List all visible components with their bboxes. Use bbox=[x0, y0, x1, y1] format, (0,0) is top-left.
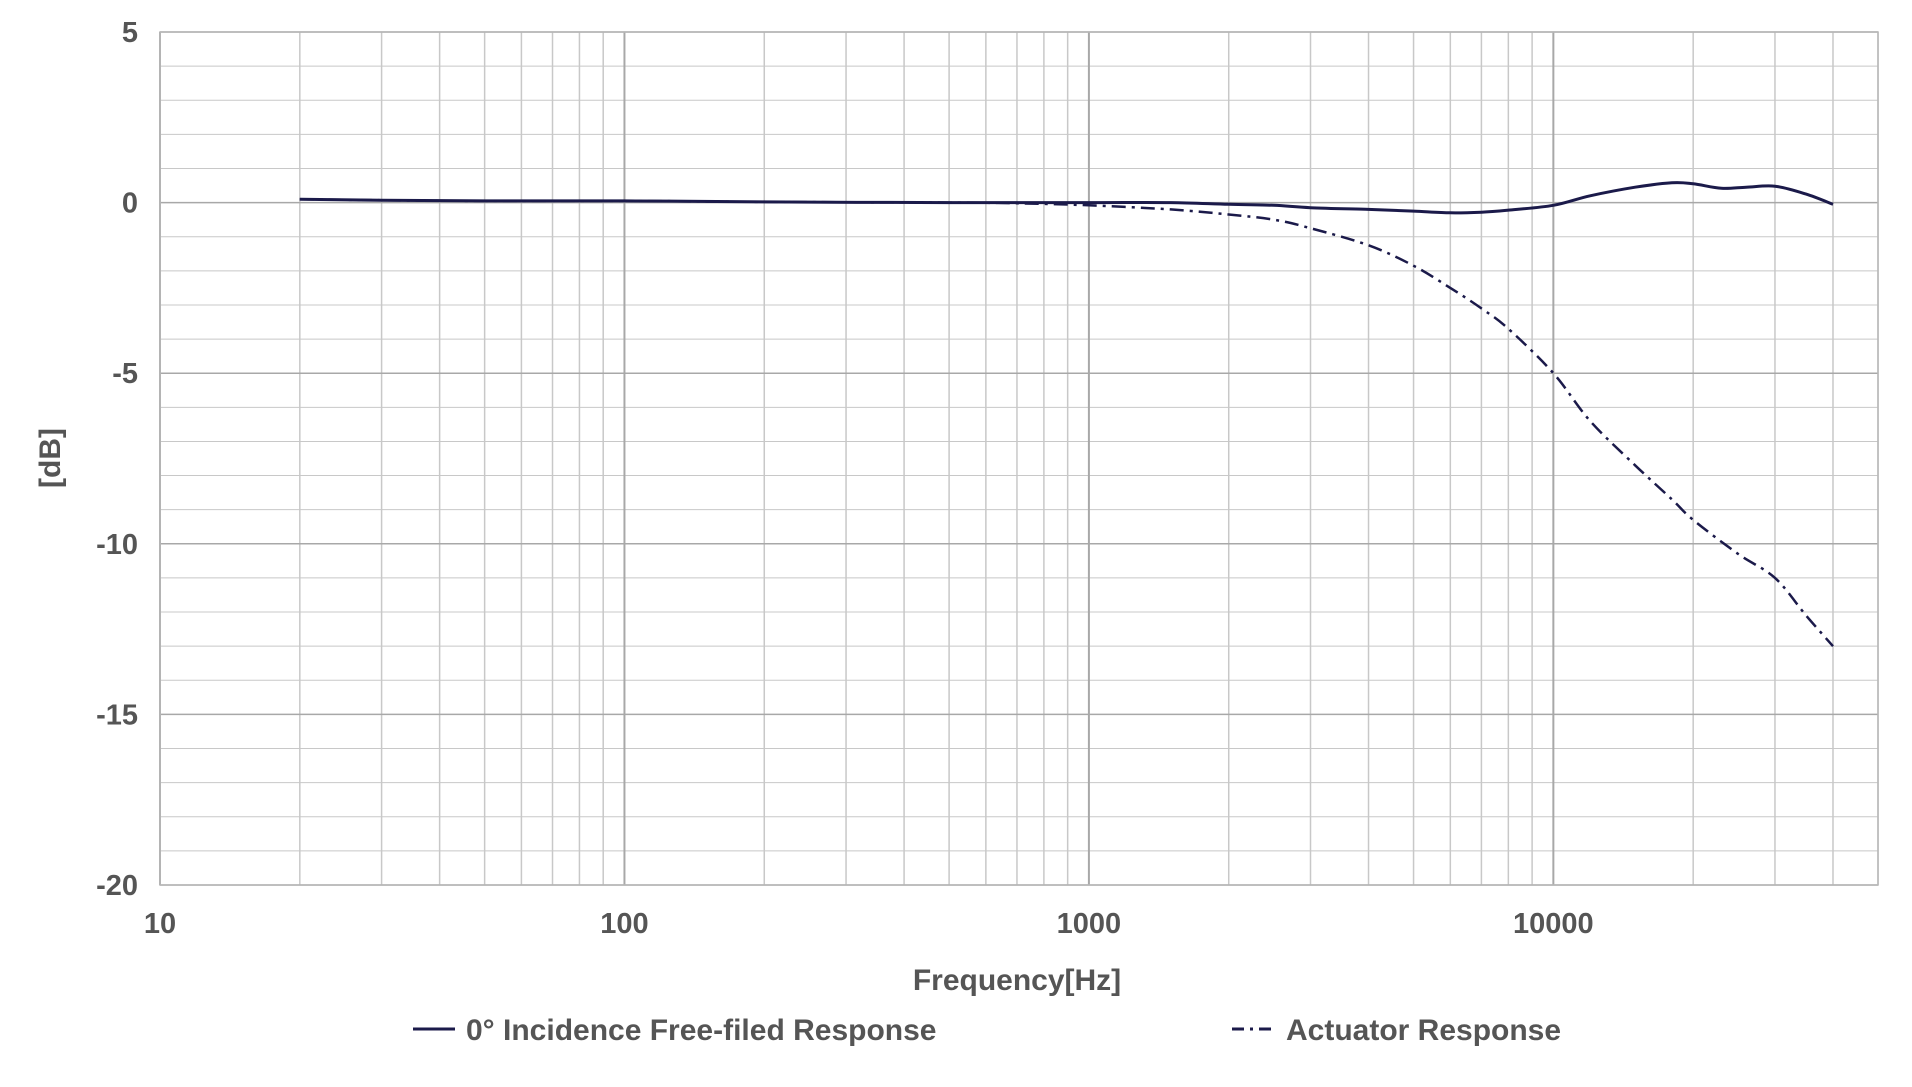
major-gridlines bbox=[159, 31, 1878, 886]
y-tick-label: 0 bbox=[122, 188, 138, 220]
y-tick-label: -10 bbox=[96, 529, 138, 561]
legend-label-free-field: 0° Incidence Free-filed Response bbox=[466, 1014, 936, 1047]
x-tick-label: 100 bbox=[600, 908, 648, 940]
x-axis-title: Frequency[Hz] bbox=[913, 964, 1121, 997]
legend-item-actuator: Actuator Response bbox=[1232, 1014, 1561, 1047]
y-axis-tick-labels: 5 0 -5 -10 -15 -20 bbox=[96, 17, 138, 902]
series-line-free-field bbox=[299, 181, 1834, 215]
x-tick-label: 1000 bbox=[1057, 908, 1122, 940]
legend-label-actuator: Actuator Response bbox=[1286, 1014, 1561, 1047]
series-layer bbox=[299, 181, 1834, 648]
minor-gridlines bbox=[160, 32, 1879, 885]
y-tick-label: -15 bbox=[96, 699, 138, 731]
x-axis-tick-labels: 10 100 1000 10000 bbox=[144, 908, 1594, 940]
legend-item-free-field: 0° Incidence Free-filed Response bbox=[413, 1014, 936, 1047]
series-line-actuator bbox=[299, 197, 1834, 648]
x-tick-label: 10 bbox=[144, 908, 176, 940]
y-axis-title: [dB] bbox=[34, 428, 67, 488]
y-tick-label: -5 bbox=[112, 358, 138, 390]
legend: 0° Incidence Free-filed Response Actuato… bbox=[413, 1014, 1561, 1047]
y-tick-label: 5 bbox=[122, 17, 138, 49]
x-tick-label: 10000 bbox=[1513, 908, 1594, 940]
plot-area-border bbox=[159, 31, 1879, 886]
y-tick-label: -20 bbox=[96, 870, 138, 902]
